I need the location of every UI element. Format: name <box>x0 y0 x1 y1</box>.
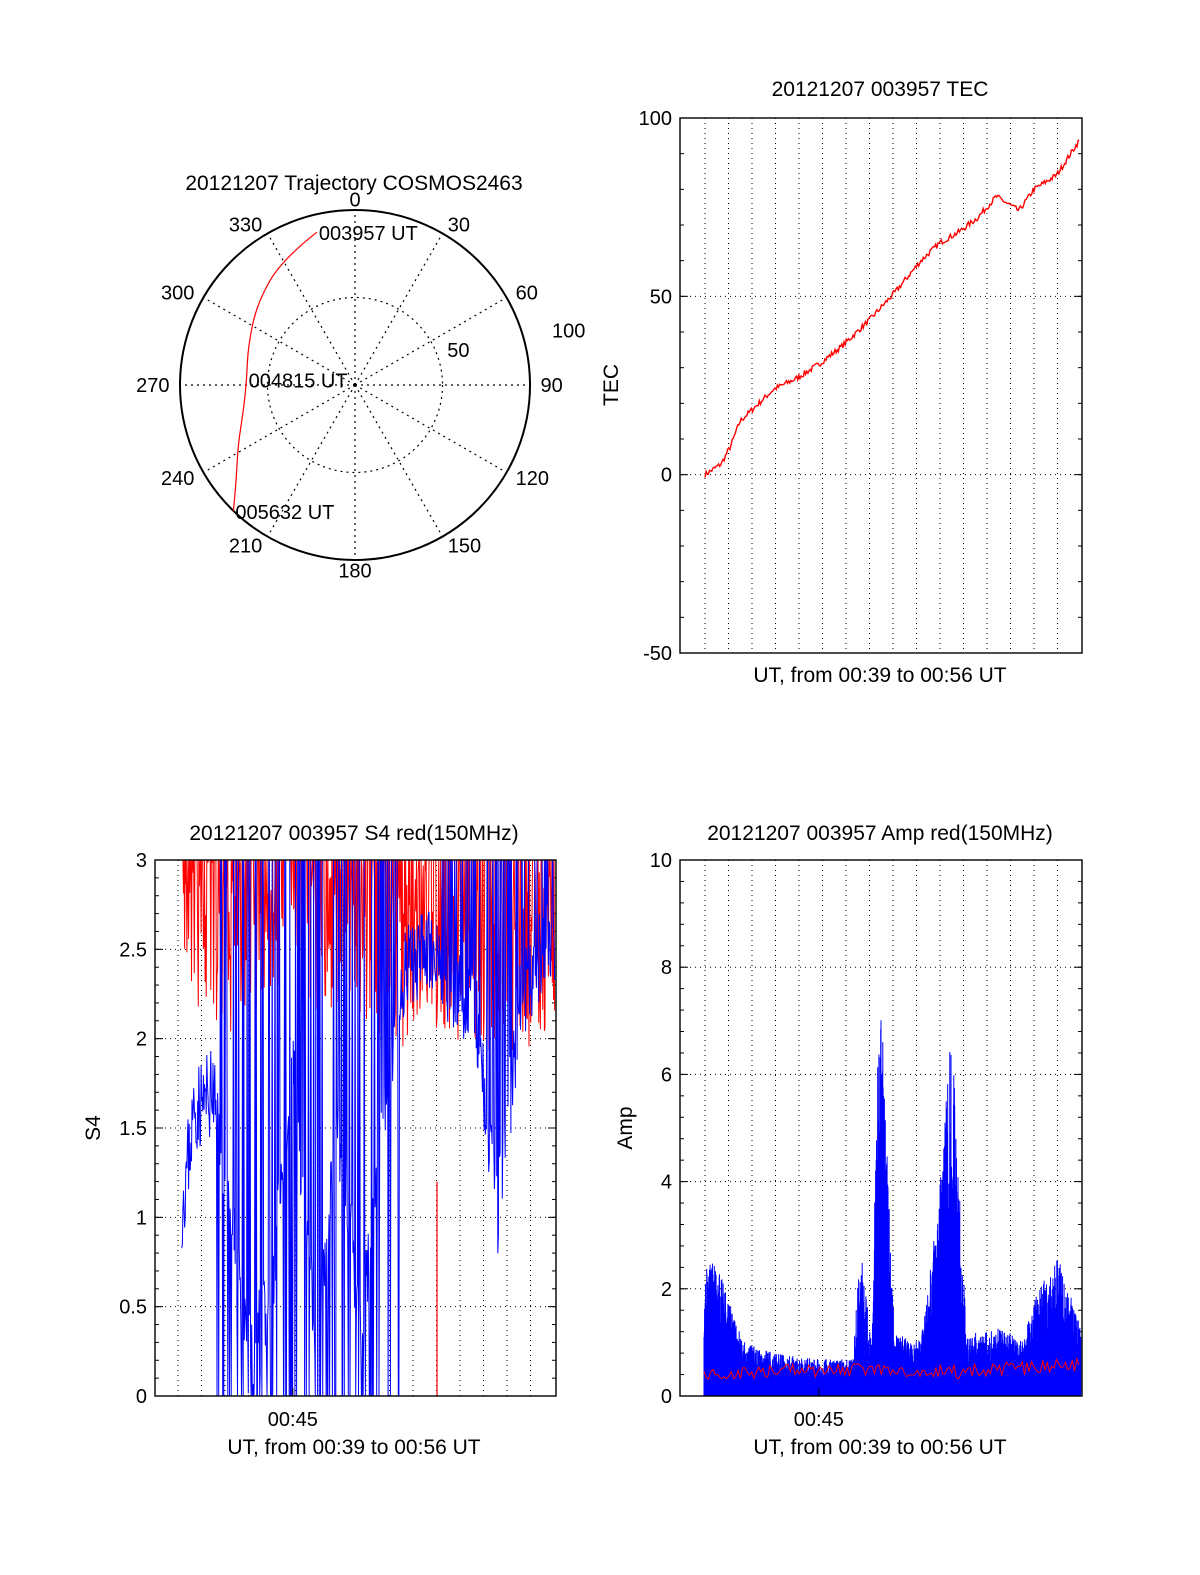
s4-title: 20121207 003957 S4 red(150MHz) <box>189 822 518 845</box>
polar-azimuth-label: 180 <box>338 561 371 583</box>
amp-title: 20121207 003957 Amp red(150MHz) <box>707 822 1053 845</box>
plot-frame <box>679 859 1083 1397</box>
amp-plot-area: 0 2 4 6 8 10 00:45 <box>650 850 1083 1431</box>
polar-azimuth-label: 90 <box>541 375 563 397</box>
tec-xlabel: UT, from 00:39 to 00:56 UT <box>753 664 1006 687</box>
polar-spoke <box>354 384 507 474</box>
x-tick-label: 00:45 <box>794 1409 844 1431</box>
amp-xlabel: UT, from 00:39 to 00:56 UT <box>753 1436 1006 1459</box>
polar-azimuth-label: 240 <box>161 468 194 490</box>
trajectory-time-label: 005632 UT <box>235 502 334 524</box>
y-tick-label: 50 <box>650 286 672 308</box>
y-tick-label: 2 <box>661 1279 672 1301</box>
amp-blue-series <box>703 1020 1082 1397</box>
polar-azimuth-label: 210 <box>229 536 262 558</box>
plot-frame <box>154 859 557 1397</box>
amp-ylabel: Amp <box>614 1106 637 1149</box>
polar-spoke <box>354 233 444 386</box>
polar-spoke <box>354 384 444 537</box>
tec-panel: 20121207 003957 TEC -50 0 50 100 TEC UT, fr… <box>600 78 1083 687</box>
polar-radial-label: 100 <box>552 320 585 342</box>
y-tick-label: 3 <box>136 850 147 872</box>
y-tick-label: 0 <box>661 465 672 487</box>
polar-grid <box>179 209 531 561</box>
polar-azimuth-label: 150 <box>448 536 481 558</box>
trajectory-annotations: 003957 UT 004815 UT 005632 UT <box>235 223 417 524</box>
y-tick-label: -50 <box>643 643 672 665</box>
y-tick-label: 0.5 <box>119 1297 147 1319</box>
tec-title: 20121207 003957 TEC <box>772 78 989 101</box>
y-tick-label: 2 <box>136 1029 147 1051</box>
y-tick-label: 1 <box>136 1207 147 1229</box>
x-tick-label: 00:45 <box>268 1409 318 1431</box>
polar-spoke <box>354 296 507 386</box>
trajectory-time-label: 004815 UT <box>249 370 348 392</box>
polar-azimuth-label: 270 <box>136 375 169 397</box>
tec-plot-area: -50 0 50 100 <box>639 108 1083 665</box>
polar-labels: 0 30 60 90 120 150 180 210 240 270 300 330 50 100 <box>136 190 585 583</box>
y-tick-label: 4 <box>661 1172 672 1194</box>
y-tick-label: 10 <box>650 850 672 872</box>
polar-azimuth-label: 0 <box>349 190 360 212</box>
trajectory-line <box>232 231 318 511</box>
tec-series-line <box>704 139 1080 478</box>
polar-azimuth-label: 120 <box>516 468 549 490</box>
tec-ylabel: TEC <box>600 364 623 406</box>
polar-azimuth-label: 300 <box>161 282 194 304</box>
y-tick-label: 0 <box>661 1386 672 1408</box>
y-tick-label: 2.5 <box>119 939 147 961</box>
s4-ylabel: S4 <box>82 1115 105 1141</box>
polar-radial-label: 50 <box>447 340 469 362</box>
polar-azimuth-label: 30 <box>448 214 470 236</box>
polar-radial-ring <box>266 296 444 474</box>
y-tick-label: 1.5 <box>119 1118 147 1140</box>
y-tick-label: 6 <box>661 1064 672 1086</box>
s4-panel: 20121207 003957 S4 red(150MHz) 0 0.5 1 1.5 2… <box>82 822 557 1459</box>
trajectory-title: 20121207 Trajectory COSMOS2463 <box>185 172 522 195</box>
polar-spoke <box>266 384 356 537</box>
s4-plot-area: 0 0.5 1 1.5 2 2.5 3 00:45 <box>119 850 557 1431</box>
y-tick-label: 0 <box>136 1386 147 1408</box>
polar-spoke <box>203 296 356 386</box>
s4-blue-series <box>181 859 556 1397</box>
polar-spoke <box>266 233 356 386</box>
polar-azimuth-label: 330 <box>229 214 262 236</box>
trajectory-panel: 20121207 Trajectory COSMOS2463 0 30 60 90 12… <box>136 172 585 583</box>
y-tick-label: 100 <box>639 108 672 130</box>
trajectory-trace <box>232 231 318 511</box>
polar-azimuth-label: 60 <box>516 282 538 304</box>
plot-frame <box>679 117 1083 654</box>
y-tick-label: 8 <box>661 957 672 979</box>
amp-red-series <box>703 1356 1080 1380</box>
s4-xlabel: UT, from 00:39 to 00:56 UT <box>227 1436 480 1459</box>
trajectory-time-label: 003957 UT <box>319 223 418 245</box>
polar-spoke <box>203 384 356 474</box>
amp-panel: 20121207 003957 Amp red(150MHz) 02468100… <box>614 822 1083 1459</box>
